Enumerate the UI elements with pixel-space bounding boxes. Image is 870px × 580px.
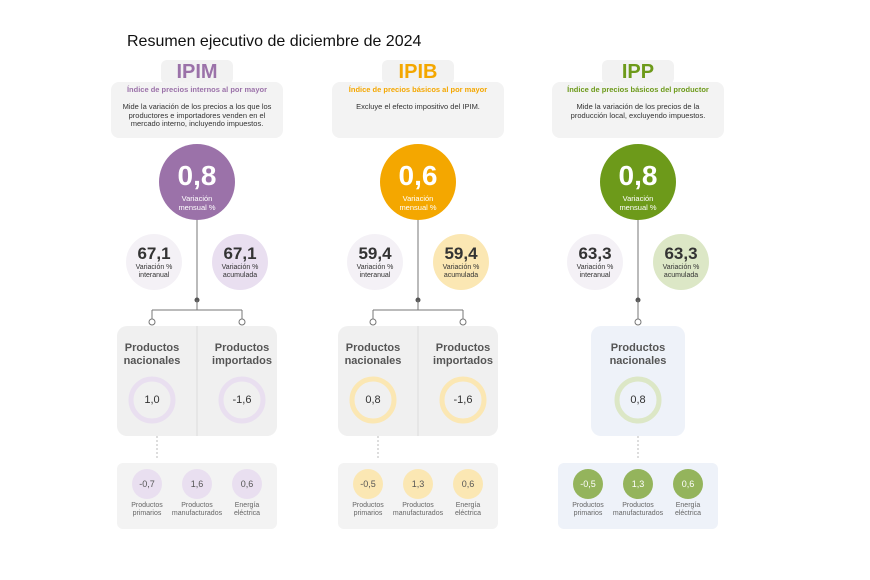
main-value: 0,8 xyxy=(618,160,658,191)
breakdown-label: Energía eléctrica xyxy=(674,502,702,518)
product-ring xyxy=(439,376,487,424)
breakdown-value: 1,6 xyxy=(190,479,204,489)
side-circle xyxy=(433,234,489,290)
side-value: 67,1 xyxy=(137,244,171,263)
main-circle xyxy=(600,144,676,220)
breakdown-label: Productos primarios xyxy=(572,502,604,518)
side-circle xyxy=(567,234,623,290)
main-label: Variación mensual % xyxy=(619,194,657,212)
breakdown-circle xyxy=(353,469,383,499)
breakdown-value: -0,5 xyxy=(360,479,376,489)
side-value: 67,1 xyxy=(223,244,257,263)
main-value: 0,6 xyxy=(398,160,438,191)
product-ring xyxy=(614,376,662,424)
side-circle xyxy=(212,234,268,290)
side-label: Variación % acumulada xyxy=(221,264,259,280)
index-description: Excluye el efecto impositivo del IPIM. xyxy=(356,102,480,111)
code-tab xyxy=(161,60,233,84)
breakdown-circle xyxy=(403,469,433,499)
breakdown-circle xyxy=(623,469,653,499)
product-ring xyxy=(128,376,176,424)
side-value: 63,3 xyxy=(664,244,698,263)
breakdown-circle xyxy=(182,469,212,499)
side-circle xyxy=(653,234,709,290)
breakdown-circle xyxy=(453,469,483,499)
breakdown-value: -0,5 xyxy=(580,479,596,489)
product-value: 0,8 xyxy=(365,394,381,406)
breakdown-value: 1,3 xyxy=(631,479,645,489)
side-label: Variación % interanual xyxy=(576,264,614,280)
breakdown-label: Productos primarios xyxy=(131,502,163,518)
breakdown-label: Productos manufacturados xyxy=(392,502,444,518)
index-code: IPIB xyxy=(398,61,438,83)
main-label: Variación mensual % xyxy=(178,194,216,212)
product-value: -1,6 xyxy=(453,394,473,406)
connector-dot xyxy=(238,318,246,326)
index-name: Índice de precios básicos al por mayor xyxy=(348,85,488,94)
breakdown-label: Productos manufacturados xyxy=(612,502,664,518)
side-label: Variación % interanual xyxy=(135,264,173,280)
description-box xyxy=(111,82,283,138)
product-name: Productos importados xyxy=(212,342,272,367)
index-name: Índice de precios internos al por mayor xyxy=(126,85,268,94)
product-name: Productos nacionales xyxy=(344,342,402,367)
index-description: Mide la variación de los precios a los q… xyxy=(122,102,272,129)
side-label: Variación % acumulada xyxy=(662,264,700,280)
page-title: Resumen ejecutivo de diciembre de 2024 xyxy=(127,33,422,50)
side-value: 59,4 xyxy=(358,244,392,263)
description-box xyxy=(332,82,504,138)
connector-dot xyxy=(369,318,377,326)
product-value: 0,8 xyxy=(630,394,646,406)
breakdown-value: 1,3 xyxy=(411,479,425,489)
product-value: 1,0 xyxy=(144,394,160,406)
side-value: 63,3 xyxy=(578,244,612,263)
breakdown-label: Productos primarios xyxy=(352,502,384,518)
index-code: IPIM xyxy=(176,61,218,83)
side-value: 59,4 xyxy=(444,244,478,263)
side-circle xyxy=(126,234,182,290)
breakdown-circle xyxy=(573,469,603,499)
product-ring xyxy=(218,376,266,424)
connector-dot xyxy=(634,318,642,326)
breakdown-label: Productos manufacturados xyxy=(171,502,223,518)
breakdown-label: Energía eléctrica xyxy=(233,502,261,518)
code-tab xyxy=(382,60,454,84)
index-description: Mide la variación de los precios de la p… xyxy=(570,102,706,120)
product-value: -1,6 xyxy=(232,394,252,406)
product-name: Productos nacionales xyxy=(123,342,181,367)
breakdown-circle xyxy=(232,469,262,499)
code-tab xyxy=(602,60,674,84)
main-label: Variación mensual % xyxy=(399,194,437,212)
connector-dot xyxy=(148,318,156,326)
breakdown-value: 0,6 xyxy=(240,479,254,489)
index-code: IPP xyxy=(621,61,655,83)
side-label: Variación % acumulada xyxy=(442,264,480,280)
side-label: Variación % interanual xyxy=(356,264,394,280)
breakdown-value: -0,7 xyxy=(139,479,155,489)
main-circle xyxy=(380,144,456,220)
main-value: 0,8 xyxy=(177,160,217,191)
breakdown-circle xyxy=(132,469,162,499)
product-ring xyxy=(349,376,397,424)
description-box xyxy=(552,82,724,138)
connector-dot xyxy=(459,318,467,326)
main-circle xyxy=(159,144,235,220)
index-name: Índice de precios básicos del productor xyxy=(567,85,709,94)
breakdown-value: 0,6 xyxy=(681,479,695,489)
side-circle xyxy=(347,234,403,290)
breakdown-label: Energía eléctrica xyxy=(454,502,482,518)
breakdown-circle xyxy=(673,469,703,499)
product-name: Productos nacionales xyxy=(609,342,667,367)
breakdown-value: 0,6 xyxy=(461,479,475,489)
product-name: Productos importados xyxy=(433,342,493,367)
